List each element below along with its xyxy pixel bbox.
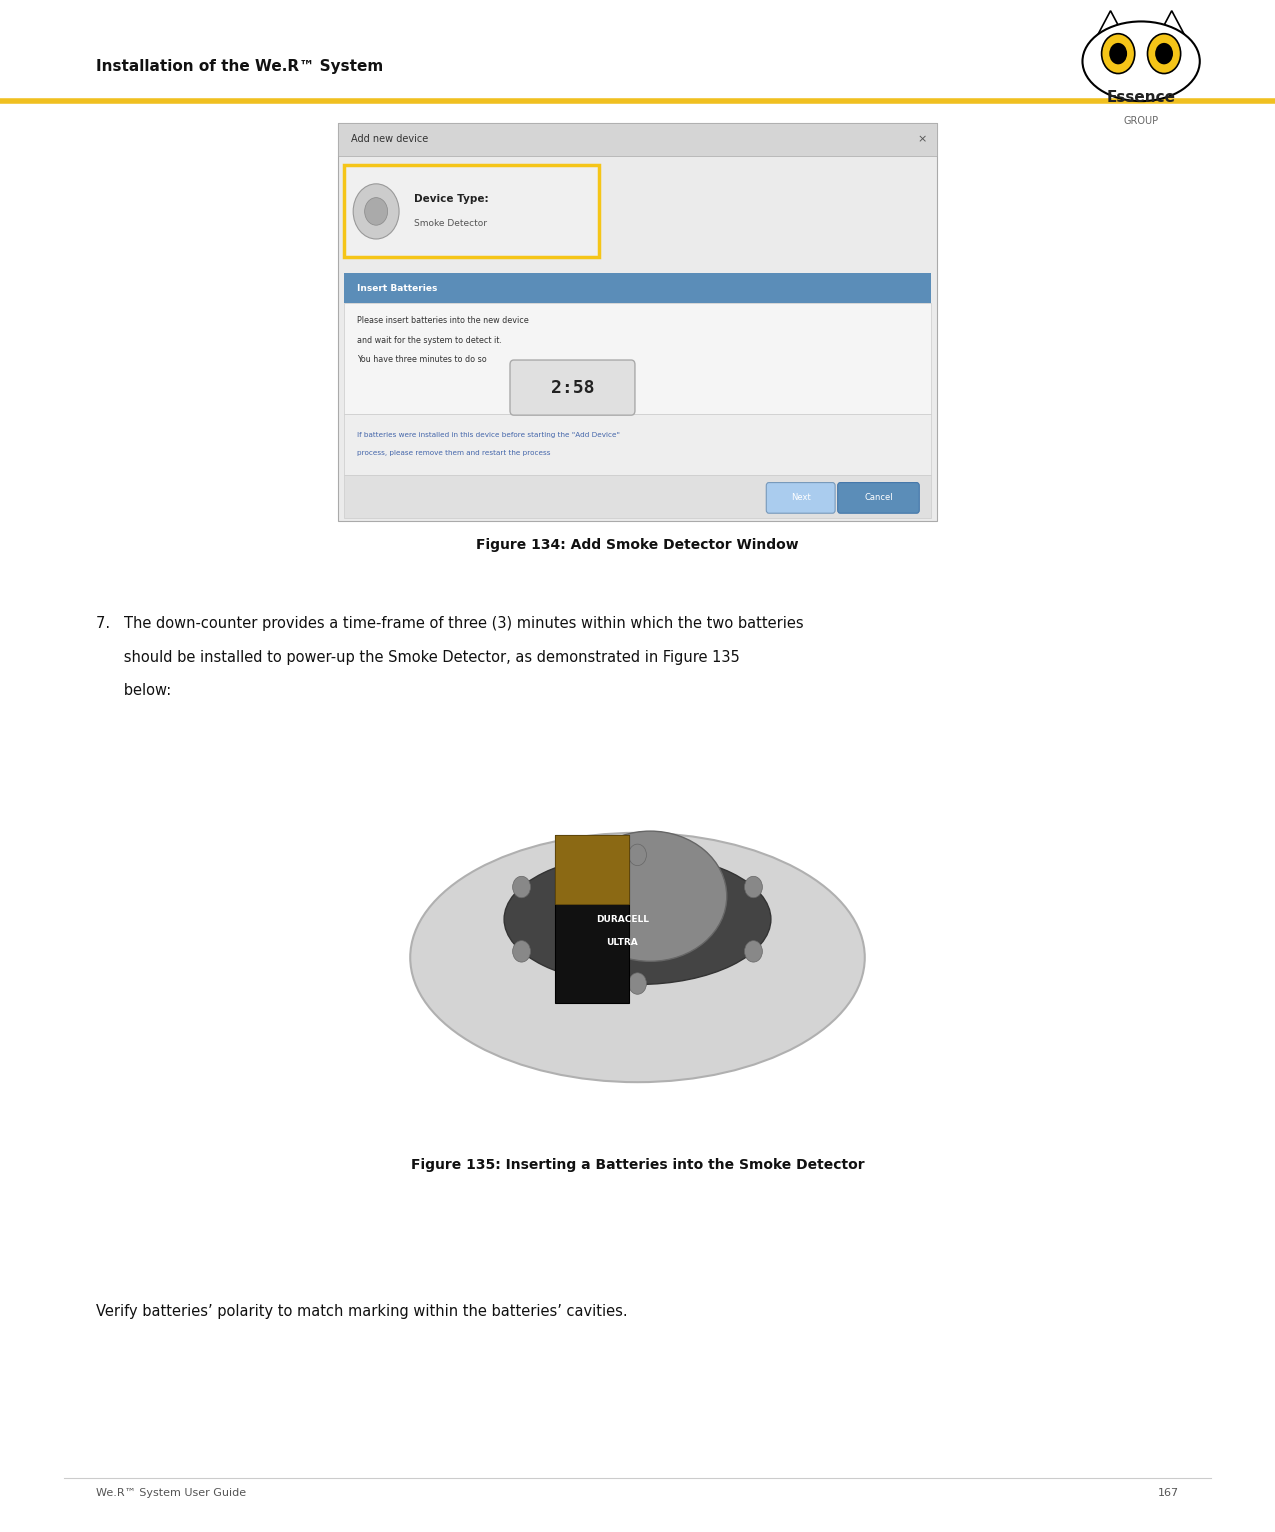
Text: You have three minutes to do so: You have three minutes to do so	[357, 355, 487, 365]
FancyBboxPatch shape	[510, 360, 635, 415]
Circle shape	[353, 184, 399, 239]
Circle shape	[745, 876, 762, 898]
Text: GROUP: GROUP	[1123, 116, 1159, 127]
FancyBboxPatch shape	[344, 165, 599, 257]
Text: Figure 135: Inserting a Batteries into the Smoke Detector: Figure 135: Inserting a Batteries into t…	[411, 1158, 864, 1172]
Circle shape	[745, 941, 762, 962]
Text: should be installed to power-up the Smoke Detector, as demonstrated in Figure 13: should be installed to power-up the Smok…	[96, 650, 740, 665]
Text: Next: Next	[790, 493, 811, 502]
Bar	[344, 414, 931, 475]
Circle shape	[365, 198, 388, 225]
Circle shape	[1102, 34, 1135, 74]
Circle shape	[1109, 43, 1127, 64]
Text: Please insert batteries into the new device: Please insert batteries into the new dev…	[357, 316, 529, 325]
Text: Essence: Essence	[1107, 90, 1176, 106]
Text: Verify batteries’ polarity to match marking within the batteries’ cavities.: Verify batteries’ polarity to match mark…	[96, 1304, 627, 1319]
Text: 2:58: 2:58	[551, 378, 594, 397]
Bar	[344, 273, 931, 303]
Polygon shape	[1093, 11, 1128, 44]
Circle shape	[513, 876, 530, 898]
Circle shape	[1155, 43, 1173, 64]
Ellipse shape	[504, 853, 771, 985]
Circle shape	[1148, 34, 1181, 74]
Text: and wait for the system to detect it.: and wait for the system to detect it.	[357, 336, 502, 345]
Text: Installation of the We.R™ System: Installation of the We.R™ System	[96, 58, 382, 74]
Circle shape	[629, 973, 646, 994]
Text: Add new device: Add new device	[351, 135, 428, 144]
Text: Insert Batteries: Insert Batteries	[357, 283, 437, 293]
Text: DURACELL: DURACELL	[595, 915, 649, 924]
Text: below:: below:	[96, 683, 171, 699]
Bar	[338, 123, 937, 156]
Text: Cancel: Cancel	[864, 493, 892, 502]
Text: We.R™ System User Guide: We.R™ System User Guide	[96, 1488, 246, 1498]
Text: 7.   The down-counter provides a time-frame of three (3) minutes within which th: 7. The down-counter provides a time-fram…	[96, 616, 803, 631]
Text: Device Type:: Device Type:	[414, 195, 490, 204]
FancyBboxPatch shape	[338, 123, 937, 521]
Text: Figure 134: Add Smoke Detector Window: Figure 134: Add Smoke Detector Window	[476, 538, 799, 552]
Text: ×: ×	[917, 135, 927, 144]
FancyBboxPatch shape	[838, 483, 919, 513]
Circle shape	[513, 941, 530, 962]
Bar	[555, 835, 629, 1003]
Bar	[344, 303, 931, 414]
Bar	[344, 475, 931, 518]
Ellipse shape	[1082, 21, 1200, 101]
Text: process, please remove them and restart the process: process, please remove them and restart …	[357, 450, 551, 457]
Circle shape	[629, 844, 646, 866]
Ellipse shape	[411, 833, 864, 1082]
Text: ULTRA: ULTRA	[607, 938, 638, 947]
Polygon shape	[1154, 11, 1190, 44]
Text: Smoke Detector: Smoke Detector	[414, 219, 487, 228]
Text: If batteries were installed in this device before starting the "Add Device": If batteries were installed in this devi…	[357, 432, 620, 438]
Ellipse shape	[574, 830, 727, 962]
Bar	[555, 835, 629, 904]
FancyBboxPatch shape	[766, 483, 835, 513]
Text: 167: 167	[1158, 1488, 1179, 1498]
